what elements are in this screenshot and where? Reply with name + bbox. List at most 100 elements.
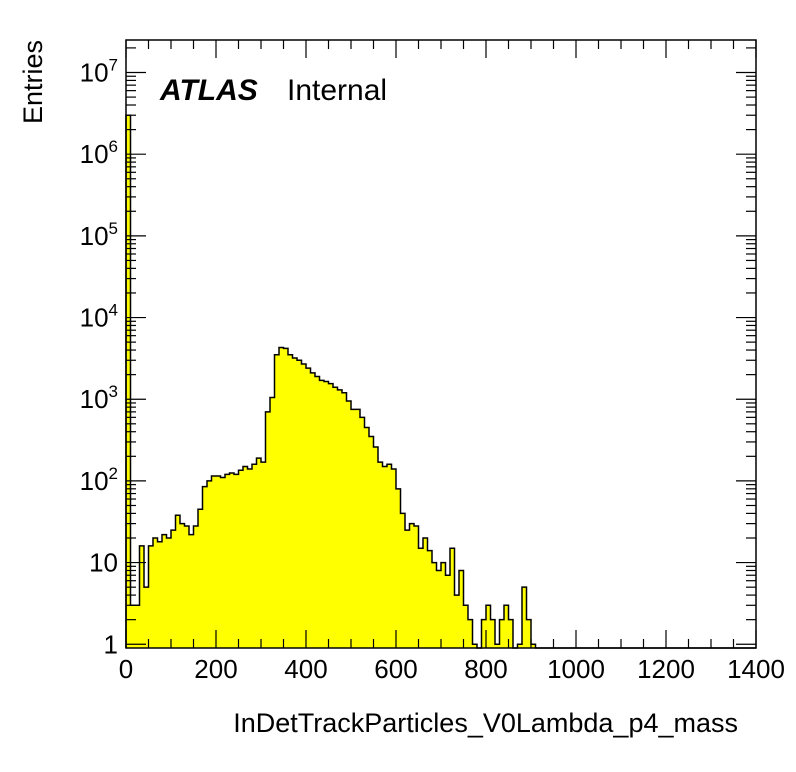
y-tick-label: 106 bbox=[80, 137, 118, 169]
histogram-bar bbox=[441, 562, 446, 648]
x-tick-label: 1400 bbox=[727, 654, 785, 684]
y-tick-label: 1 bbox=[104, 629, 118, 659]
histogram-bar bbox=[175, 515, 181, 648]
histogram-bar bbox=[418, 548, 424, 648]
histogram-bar bbox=[288, 354, 293, 648]
histogram-bar bbox=[526, 619, 532, 648]
histogram-bar bbox=[391, 468, 397, 648]
histogram-bar bbox=[364, 427, 370, 648]
x-tick-labels: 0 200 400 600 800 1000 1200 1400 bbox=[119, 654, 785, 684]
x-axis-title: InDetTrackParticles_V0Lambda_p4_mass bbox=[233, 708, 738, 738]
histogram-bar bbox=[355, 409, 361, 648]
histogram-bar bbox=[198, 509, 203, 648]
histogram-bar bbox=[333, 387, 338, 648]
y-tick-label: 105 bbox=[80, 219, 118, 251]
y-axis-title: Entries bbox=[18, 40, 48, 124]
histogram-bar bbox=[220, 477, 226, 648]
histogram-bar bbox=[387, 464, 392, 648]
histogram-bar bbox=[459, 570, 464, 648]
x-tick-label: 0 bbox=[119, 654, 133, 684]
histogram-bar bbox=[328, 383, 334, 648]
histogram-bar bbox=[481, 619, 487, 648]
histogram-bar bbox=[346, 401, 352, 648]
histogram-bar bbox=[360, 417, 365, 648]
y-tick-label: 107 bbox=[80, 56, 118, 88]
histogram-bar bbox=[337, 389, 343, 648]
histogram-bar bbox=[238, 470, 244, 648]
histogram-bar bbox=[292, 357, 298, 648]
histogram-bar bbox=[265, 411, 271, 648]
histogram-bar bbox=[495, 644, 500, 648]
x-tick-label: 1000 bbox=[547, 654, 605, 684]
histogram-bar bbox=[414, 526, 419, 648]
histogram-bar bbox=[184, 526, 190, 648]
histogram-bar bbox=[504, 605, 509, 648]
histogram-bar bbox=[463, 605, 469, 648]
histogram-bar bbox=[373, 447, 379, 648]
histogram-bar bbox=[247, 468, 253, 648]
histogram-bar bbox=[310, 372, 316, 648]
histogram-bar bbox=[297, 360, 302, 648]
histogram-bar bbox=[472, 644, 478, 648]
x-axis-ticks bbox=[125, 40, 757, 648]
histogram-bar bbox=[229, 472, 235, 648]
histogram-bar bbox=[427, 550, 433, 648]
histogram-bar bbox=[261, 462, 266, 648]
histogram-bar bbox=[157, 541, 163, 648]
histogram-bar bbox=[522, 587, 527, 648]
histogram-bar bbox=[450, 548, 455, 648]
histogram-bar bbox=[189, 534, 194, 648]
histogram-bar bbox=[234, 474, 239, 648]
histogram-bar bbox=[342, 392, 347, 648]
histogram-bar bbox=[171, 530, 176, 648]
histogram-bar bbox=[490, 619, 496, 648]
histogram-bar bbox=[180, 523, 185, 648]
y-tick-label: 102 bbox=[80, 464, 118, 496]
histogram-bar bbox=[319, 380, 325, 648]
histogram-bar bbox=[252, 464, 257, 648]
histogram-bar bbox=[351, 409, 356, 648]
atlas-label: ATLAS bbox=[159, 74, 258, 107]
histogram-bar bbox=[486, 605, 491, 648]
histogram-bar bbox=[135, 605, 140, 648]
histogram-bar bbox=[256, 458, 262, 648]
y-tick-label: 103 bbox=[80, 382, 118, 414]
y-axis-ticks bbox=[126, 47, 756, 645]
histogram-bar bbox=[378, 462, 383, 648]
histogram-bar bbox=[144, 587, 149, 648]
y-tick-labels: 1 10 102 103 104 105 106 107 bbox=[80, 56, 118, 660]
histogram-bar bbox=[139, 545, 145, 648]
histogram-bar bbox=[409, 523, 415, 648]
histogram-bar bbox=[400, 513, 406, 648]
histogram-bar bbox=[405, 530, 410, 648]
histogram-bar bbox=[148, 545, 154, 648]
histogram-bar bbox=[283, 348, 289, 648]
x-tick-label: 800 bbox=[464, 654, 507, 684]
histogram-bar bbox=[126, 115, 131, 648]
histogram-bars bbox=[126, 115, 536, 648]
histogram-bar bbox=[369, 436, 374, 648]
histogram-bar bbox=[396, 488, 401, 648]
histogram-bar bbox=[130, 605, 136, 648]
histogram-bar bbox=[454, 595, 460, 648]
histogram-bar bbox=[279, 347, 284, 648]
histogram-bar bbox=[301, 363, 307, 648]
y-tick-label: 104 bbox=[80, 301, 118, 333]
histogram-bar bbox=[274, 354, 280, 648]
x-tick-label: 200 bbox=[194, 654, 237, 684]
histogram-bar bbox=[162, 534, 167, 648]
internal-label: Internal bbox=[287, 74, 387, 107]
histogram-bar bbox=[270, 397, 275, 648]
histogram-bar bbox=[153, 537, 158, 648]
histogram-bar bbox=[531, 644, 536, 648]
histogram-bar bbox=[517, 644, 523, 648]
x-tick-label: 400 bbox=[284, 654, 327, 684]
histogram-bar bbox=[499, 619, 505, 648]
histogram-bar bbox=[436, 570, 442, 648]
histogram-bar bbox=[432, 562, 437, 648]
histogram-bar bbox=[315, 376, 320, 648]
histogram-bar bbox=[445, 575, 451, 648]
histogram-bar bbox=[202, 486, 208, 648]
histogram-bar bbox=[216, 475, 221, 648]
